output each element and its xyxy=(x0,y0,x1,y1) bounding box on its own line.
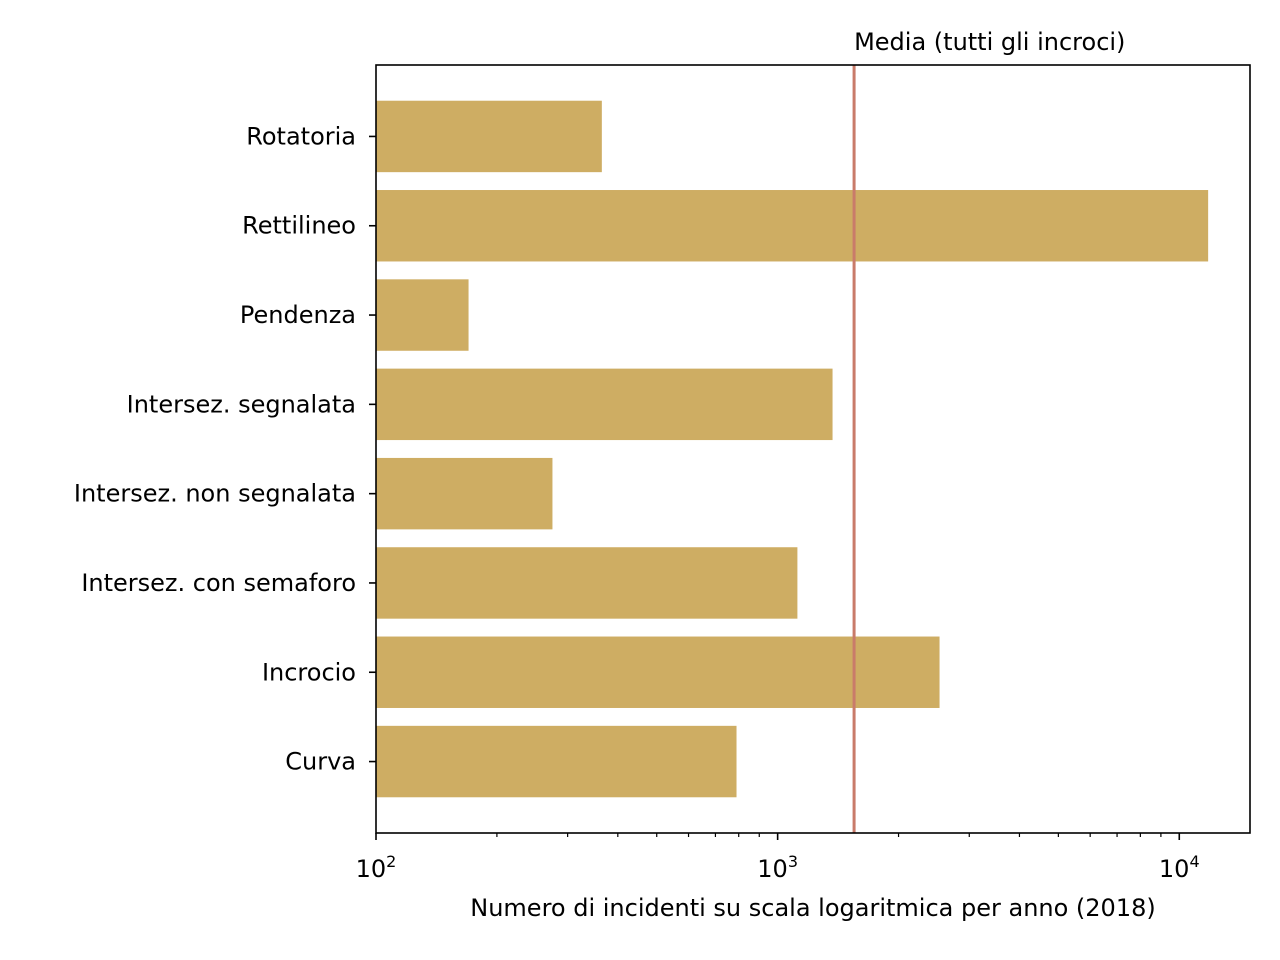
x-tick-label: 103 xyxy=(757,852,798,883)
y-tick-label-pendenza: Pendenza xyxy=(240,301,356,329)
bar-rettilineo xyxy=(376,190,1209,262)
y-tick-label-intersez-non-segnalata: Intersez. non segnalata xyxy=(74,480,356,508)
x-axis: 102 103 104 xyxy=(356,833,1200,883)
y-tick-label-intersez-con-semaforo: Intersez. con semaforo xyxy=(81,569,356,597)
y-tick-label-rotatoria: Rotatoria xyxy=(246,122,356,150)
x-tick-label: 104 xyxy=(1159,852,1200,883)
y-tick-label-curva: Curva xyxy=(285,748,356,776)
bar-incrocio xyxy=(376,636,940,708)
x-axis-label: Numero di incidenti su scala logaritmica… xyxy=(470,894,1155,922)
bar-curva xyxy=(376,725,737,798)
bar-intersez-con-semaforo xyxy=(376,547,798,619)
mean-reference-label: Media (tutti gli incroci) xyxy=(854,28,1125,56)
bars-group xyxy=(376,100,1209,798)
bar-pendenza xyxy=(376,279,469,351)
bar-intersez-segnalata xyxy=(376,368,833,441)
bar-intersez-non-segnalata xyxy=(376,457,553,530)
y-axis: Curva Incrocio Intersez. con semaforo Inter… xyxy=(74,122,376,776)
y-tick-label-intersez-segnalata: Intersez. segnalata xyxy=(127,390,356,418)
y-tick-label-incrocio: Incrocio xyxy=(262,658,356,686)
bar-rotatoria xyxy=(376,100,602,173)
reference-line-group: Media (tutti gli incroci) xyxy=(852,28,1125,833)
y-tick-label-rettilineo: Rettilineo xyxy=(242,212,356,240)
x-tick-label: 102 xyxy=(356,852,397,883)
plot-frame xyxy=(375,64,1251,834)
